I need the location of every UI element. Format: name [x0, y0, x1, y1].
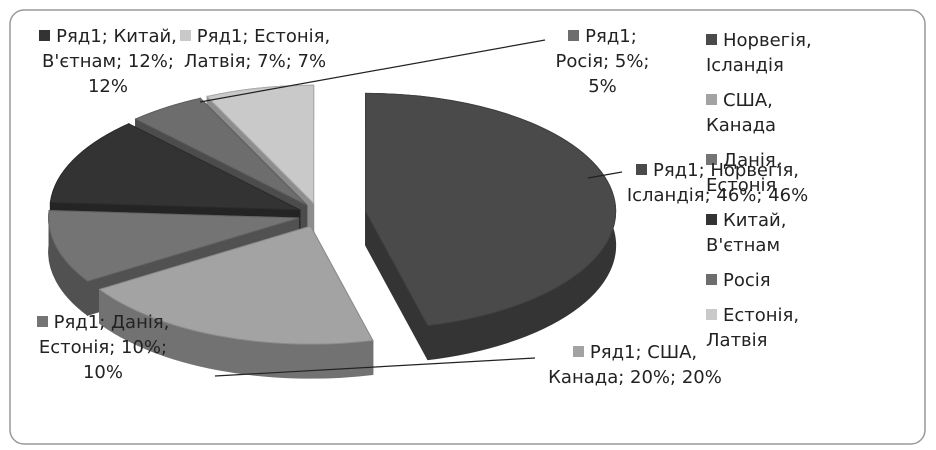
leader-line: [587, 171, 623, 179]
chart-frame: [9, 9, 926, 445]
legend-entry: Данія, Естонія: [706, 148, 831, 198]
slice-top: [98, 225, 374, 345]
slice-top: [134, 97, 308, 206]
slice-top: [48, 210, 299, 282]
legend-key: [706, 154, 717, 165]
legend-label: Норвегія, Ісландія: [706, 30, 812, 76]
data-label: Ряд1; Естонія, Латвія; 7%; 7%: [150, 24, 360, 74]
legend-entry: Росія: [706, 268, 831, 293]
data-label-text: Ряд1; Норвегія, Ісландія; 46%; 46%: [626, 160, 809, 206]
data-label-text: Ряд1; Естонія, Латвія; 7%; 7%: [183, 26, 331, 72]
slice-top: [49, 123, 301, 211]
data-label-text: Ряд1; Росія; 5%; 5%: [555, 26, 650, 97]
legend-key: [706, 214, 717, 225]
legend-label: Китай, В'єтнам: [706, 210, 787, 256]
legend-label: Естонія, Латвія: [706, 305, 800, 351]
pie-slice: [98, 225, 374, 379]
legend-entry: США, Канада: [706, 88, 831, 138]
pie-slice: [365, 92, 617, 361]
label-key: [572, 346, 584, 357]
legend-entry: Китай, В'єтнам: [706, 208, 831, 258]
leader-line: [214, 357, 536, 377]
label-key: [568, 30, 580, 41]
slice-top: [206, 84, 315, 205]
label-key: [635, 164, 647, 175]
data-label-text: Ряд1; США, Канада; 20%; 20%: [548, 342, 722, 388]
data-label: Ряд1; США, Канада; 20%; 20%: [535, 340, 735, 390]
slice-top: [365, 92, 617, 327]
data-label: Ряд1; Норвегія, Ісландія; 46%; 46%: [625, 158, 810, 208]
leader-lines: [199, 39, 623, 377]
data-label: Ряд1; Росія; 5%; 5%: [540, 24, 665, 99]
legend-label: Росія: [723, 270, 771, 291]
data-label-text: Ряд1; Китай, В'єтнам; 12%; 12%: [42, 26, 177, 97]
data-label: Ряд1; Китай, В'єтнам; 12%; 12%: [28, 24, 188, 99]
data-label-text: Ряд1; Данія, Естонія; 10%; 10%: [38, 312, 170, 383]
data-label: Ряд1; Данія, Естонія; 10%; 10%: [28, 310, 178, 385]
legend-key: [706, 34, 717, 45]
legend: Норвегія, Ісландія США, Канада Данія, Есто…: [706, 28, 831, 363]
legend-label: Данія, Естонія: [706, 150, 782, 196]
legend-key: [706, 274, 717, 285]
legend-key: [706, 309, 717, 320]
legend-label: США, Канада: [706, 90, 777, 136]
legend-entry: Естонія, Латвія: [706, 303, 831, 353]
label-key: [179, 30, 191, 41]
legend-entry: Норвегія, Ісландія: [706, 28, 831, 78]
label-key: [36, 316, 48, 327]
legend-key: [706, 94, 717, 105]
label-key: [39, 30, 51, 41]
leader-line: [199, 39, 546, 103]
